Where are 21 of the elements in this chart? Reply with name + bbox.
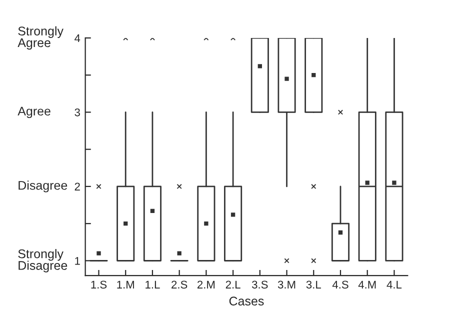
text: Strongly Agree	[18, 26, 64, 50]
y-tick-label: 3	[74, 108, 80, 116]
x-tick-label: 2.L	[226, 280, 240, 288]
x-tick-label: 2.S	[172, 280, 188, 289]
x-tick-label: 1.M	[117, 280, 134, 288]
y-tick-label: 2	[74, 182, 80, 190]
text: Strongly Disagree	[18, 249, 68, 272]
y-tick-label: 1	[75, 257, 80, 265]
x-tick-label: 4.L	[386, 280, 402, 288]
x-tick-label: 3.S	[252, 280, 268, 289]
text: Disagree	[18, 180, 68, 192]
x-tick-label: 2.M	[197, 280, 215, 288]
x-tick-label: 3.M	[278, 280, 296, 289]
x-tick-label: 3.L	[306, 280, 321, 289]
text: Agree	[18, 106, 50, 118]
x-tick-label: 4.M	[358, 280, 376, 288]
y-tick-label: 4	[74, 34, 80, 42]
x-tick-label: 1.L	[146, 280, 160, 288]
x-tick-label: 1.S	[91, 280, 107, 289]
x-tick-label: 4.S	[332, 280, 348, 289]
x-axis-title: Cases	[229, 296, 264, 306]
